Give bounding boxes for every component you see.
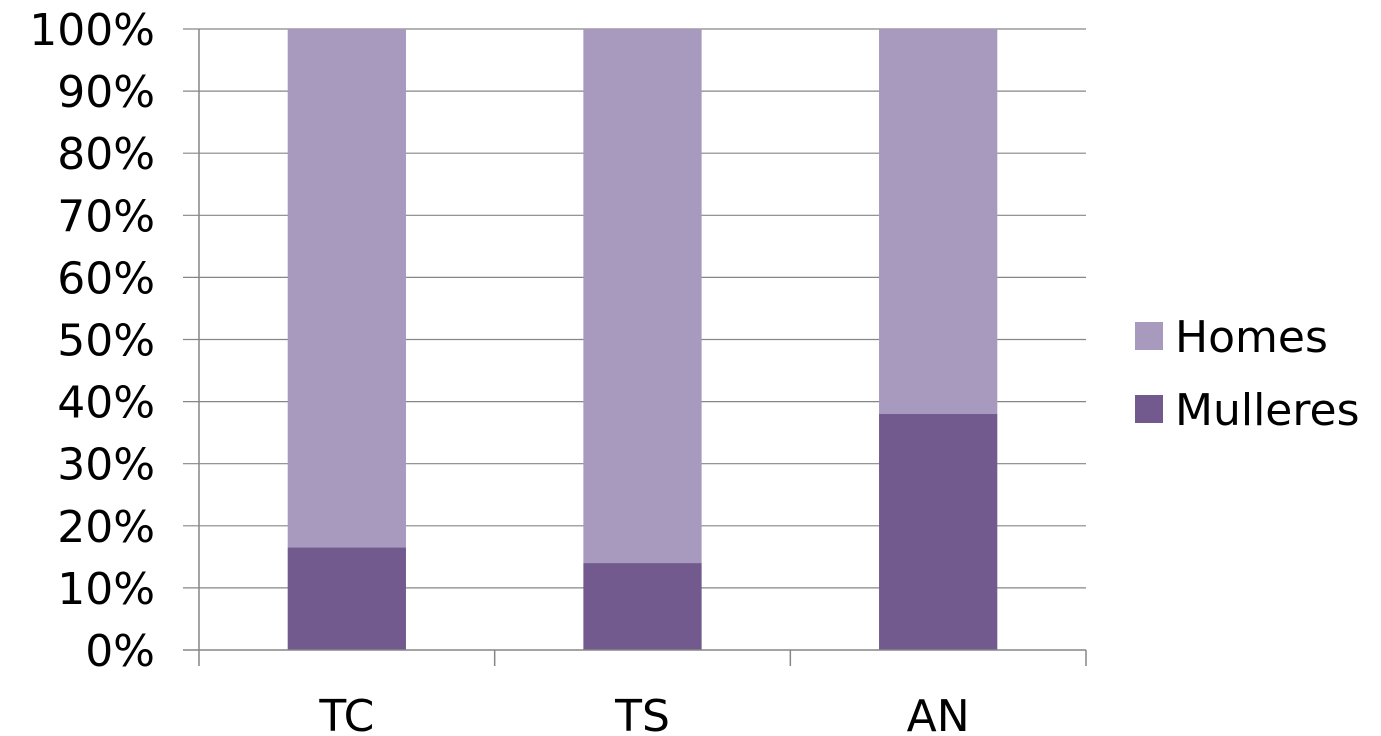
bar-segment-mulleres-tc (287, 547, 406, 650)
x-category-labels: TC TS AN (318, 691, 969, 736)
x-category-label: TS (614, 691, 670, 736)
legend-swatch-homes (1135, 322, 1163, 350)
x-category-label: TC (318, 691, 374, 736)
x-category-label: AN (907, 691, 970, 736)
bar-segment-homes-an (879, 29, 998, 415)
y-tick-label: 100% (29, 5, 155, 56)
bar-segment-mulleres-an (879, 414, 998, 650)
y-tick-label: 40% (57, 378, 155, 429)
y-tick-label: 60% (57, 253, 155, 304)
bar-segment-homes-tc (287, 29, 406, 548)
y-tick-labels: 0% 10% 20% 30% 40% 50% 60% 70% 80% 90% 100% (29, 5, 155, 677)
legend-swatch-mulleres (1135, 395, 1163, 423)
bars (287, 29, 998, 650)
y-tick-label: 0% (85, 626, 155, 677)
legend-label-mulleres: Mulleres (1175, 385, 1360, 436)
y-tick-label: 10% (57, 564, 155, 615)
y-tick-label: 50% (57, 316, 155, 367)
bar-segment-homes-ts (583, 29, 702, 564)
bar-segment-mulleres-ts (583, 563, 702, 650)
y-tick-label: 30% (57, 440, 155, 491)
y-tick-label: 20% (57, 502, 155, 553)
y-tick-label: 70% (57, 191, 155, 242)
y-tick-label: 90% (57, 67, 155, 118)
legend: Homes Mulleres (1135, 312, 1360, 436)
y-tick-label: 80% (57, 129, 155, 180)
axes (183, 29, 1087, 666)
legend-label-homes: Homes (1175, 312, 1328, 363)
